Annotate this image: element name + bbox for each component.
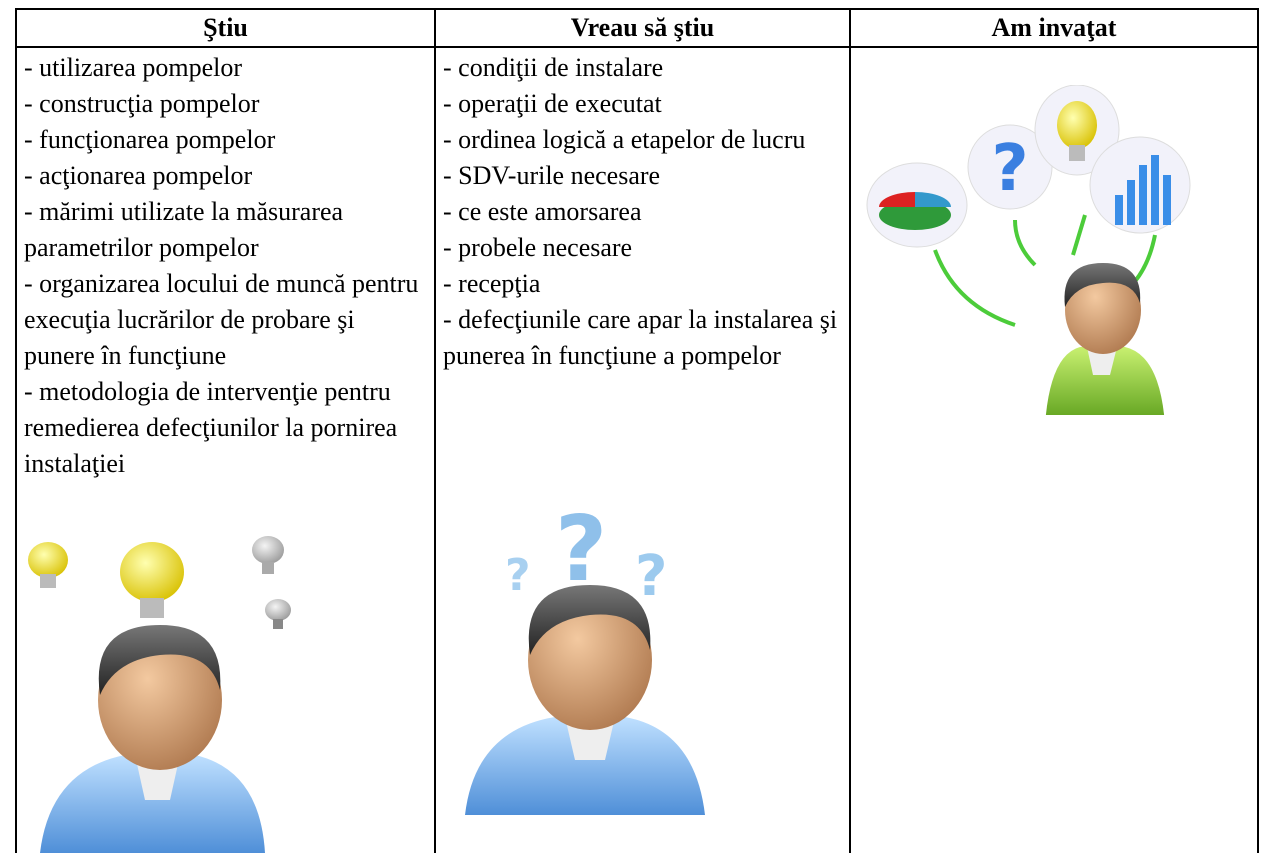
column-header: Vreau să ştiu bbox=[434, 8, 851, 48]
learned-person: ? bbox=[866, 85, 1191, 415]
list-item: - operaţii de executat bbox=[443, 89, 662, 118]
list-item: - utilizarea pompelor bbox=[24, 53, 243, 82]
question-mark: ? bbox=[991, 132, 1028, 206]
kwl-table: Ştiu Vreau să ştiu Am invaţat - utilizarea… bbox=[15, 8, 1259, 853]
list-item: - recepţia bbox=[443, 269, 541, 298]
body-row: - utilizarea pompelor - construcţia pompe… bbox=[15, 46, 1259, 853]
list-item: - ce este amorsarea bbox=[443, 197, 642, 226]
bulb bbox=[265, 599, 291, 629]
list-item: - acţionarea pompelor bbox=[24, 161, 253, 190]
list-item: - SDV-urile necesare bbox=[443, 161, 661, 190]
list-item: - condiţii de instalare bbox=[443, 53, 664, 82]
column-header: Am invaţat bbox=[849, 8, 1259, 48]
header-row: Ştiu Vreau să ştiu Am invaţat bbox=[15, 8, 1259, 48]
list-item: - mărimi utilizate la măsurarea parametr… bbox=[24, 197, 344, 262]
question-mark: ? bbox=[635, 544, 667, 609]
column-cell: - condiţii de instalare - operaţii de exe… bbox=[434, 46, 851, 853]
question-mark: ? bbox=[505, 550, 531, 601]
list-item: - organizarea locului de muncă pentru ex… bbox=[24, 269, 419, 370]
list-item: - defecţiunile care apar la instalarea ş… bbox=[443, 305, 838, 370]
list-item: - construcţia pompelor bbox=[24, 89, 260, 118]
list-item: - metodologia de intervenţie pentru reme… bbox=[24, 377, 398, 478]
list-item: - probele necesare bbox=[443, 233, 633, 262]
wondering-person: ? ? ? bbox=[465, 497, 705, 815]
column-header: Ştiu bbox=[15, 8, 436, 48]
bulb bbox=[28, 542, 68, 588]
bulb bbox=[120, 542, 184, 618]
column-cell: - utilizarea pompelor - construcţia pompe… bbox=[15, 46, 436, 853]
list-item: - ordinea logică a etapelor de lucru bbox=[443, 125, 806, 154]
bulb bbox=[252, 536, 284, 574]
thinking-person bbox=[28, 536, 291, 853]
question-mark: ? bbox=[555, 497, 607, 602]
list-item: - funcţionarea pompelor bbox=[24, 125, 276, 154]
